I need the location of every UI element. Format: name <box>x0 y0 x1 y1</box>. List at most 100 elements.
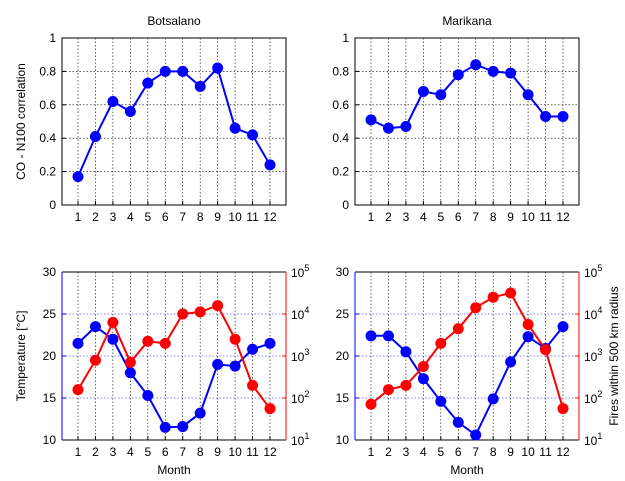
data-point <box>505 287 517 299</box>
data-point <box>107 316 119 328</box>
data-point <box>72 384 84 396</box>
x-tick-label: 10 <box>521 210 535 224</box>
x-tick-label: 11 <box>246 445 259 459</box>
x-tick-label: 7 <box>179 210 186 224</box>
y-tick-label: 1 <box>342 31 349 45</box>
y2-tick-exp: 5 <box>304 263 309 273</box>
data-point <box>124 356 136 368</box>
x-tick-label: 8 <box>490 210 497 224</box>
data-point <box>365 114 377 126</box>
y2-tick-exp: 3 <box>304 347 309 357</box>
series-line-1 <box>77 66 271 177</box>
y-tick-label: 10 <box>336 433 350 447</box>
data-point <box>382 122 394 134</box>
y2-tick-base: 10 <box>291 350 305 364</box>
x-tick-label: 6 <box>455 210 462 224</box>
data-point <box>247 343 259 355</box>
data-point <box>382 330 394 342</box>
data-point <box>557 110 569 122</box>
y2-tick-label: 101 <box>291 431 309 448</box>
x-tick-label: 4 <box>127 445 134 459</box>
x-tick-label: 1 <box>368 445 375 459</box>
data-point <box>435 337 447 349</box>
x-tick-label: 11 <box>539 445 552 459</box>
data-point <box>72 337 84 349</box>
y2-tick-exp: 1 <box>597 431 602 441</box>
data-point <box>400 346 412 358</box>
data-point <box>159 337 171 349</box>
data-point <box>194 306 206 318</box>
panel-4: 1 2 3 4 5 6 7 8 9 10 11 121015202530101102103104105… <box>336 263 621 477</box>
series-line-2 <box>77 304 271 410</box>
data-point <box>400 121 412 133</box>
x-tick-label: 5 <box>144 445 151 459</box>
y-tick-label: 0.6 <box>332 98 349 112</box>
x-tick-label: 1 <box>368 210 375 224</box>
data-point <box>264 403 276 415</box>
data-point <box>194 80 206 92</box>
y2-tick-base: 10 <box>584 434 598 448</box>
y2-tick-base: 10 <box>584 392 598 406</box>
data-point <box>247 379 259 391</box>
x-tick-label: 4 <box>420 210 427 224</box>
x-tick-label: 7 <box>472 210 479 224</box>
data-point <box>159 65 171 77</box>
y2-axis-label: Fires within 500 km radius <box>607 286 621 425</box>
data-point <box>229 360 241 372</box>
x-tick-label: 2 <box>385 210 392 224</box>
x-tick-label: 10 <box>228 210 242 224</box>
series-line-1 <box>370 63 563 130</box>
data-point <box>400 379 412 391</box>
data-point <box>142 389 154 401</box>
data-point <box>487 393 499 405</box>
y2-tick-base: 10 <box>291 266 305 280</box>
x-tick-label: 8 <box>197 210 204 224</box>
x-tick-label: 3 <box>403 210 410 224</box>
x-tick-label: 6 <box>162 445 169 459</box>
x-tick-label: 12 <box>556 445 570 459</box>
x-tick-label: 12 <box>556 210 570 224</box>
y2-tick-exp: 4 <box>304 305 309 315</box>
data-point <box>89 321 101 333</box>
y2-tick-exp: 5 <box>597 263 602 273</box>
x-tick-label: 8 <box>197 445 204 459</box>
data-point <box>452 416 464 428</box>
y2-tick-exp: 3 <box>597 347 602 357</box>
y-tick-label: 0.4 <box>332 131 349 145</box>
chart-title: Botsalano <box>147 14 201 28</box>
x-tick-label: 3 <box>403 445 410 459</box>
y-tick-label: 30 <box>336 265 350 279</box>
data-point <box>487 65 499 77</box>
data-point <box>522 89 534 101</box>
data-point <box>487 291 499 303</box>
chart-title: Marikana <box>442 14 492 28</box>
data-point <box>557 321 569 333</box>
y-tick-label: 0.2 <box>332 165 349 179</box>
y-tick-label: 0.2 <box>39 165 56 179</box>
data-point <box>505 67 517 79</box>
x-axis-label: Month <box>450 463 483 477</box>
data-point <box>142 335 154 347</box>
y-tick-label: 15 <box>43 391 57 405</box>
data-point <box>435 89 447 101</box>
x-tick-label: 10 <box>521 445 535 459</box>
x-tick-label: 2 <box>385 445 392 459</box>
y-tick-label: 20 <box>43 349 57 363</box>
y2-tick-label: 101 <box>584 431 602 448</box>
y-axis-label: CO - N100 correlation <box>14 63 28 180</box>
y-axis-label: Temperature [°C] <box>14 311 28 402</box>
y2-tick-label: 104 <box>584 305 602 322</box>
x-tick-label: 3 <box>110 210 117 224</box>
y-tick-label: 25 <box>43 307 57 321</box>
data-point <box>107 95 119 107</box>
y-tick-label: 20 <box>336 349 350 363</box>
x-tick-label: 8 <box>490 445 497 459</box>
y-tick-label: 0.8 <box>39 64 56 78</box>
series-line-2 <box>370 291 564 409</box>
data-point <box>470 302 482 314</box>
data-point <box>522 319 534 331</box>
y2-tick-exp: 2 <box>597 389 602 399</box>
series-line-1 <box>371 325 564 437</box>
y2-tick-base: 10 <box>584 266 598 280</box>
